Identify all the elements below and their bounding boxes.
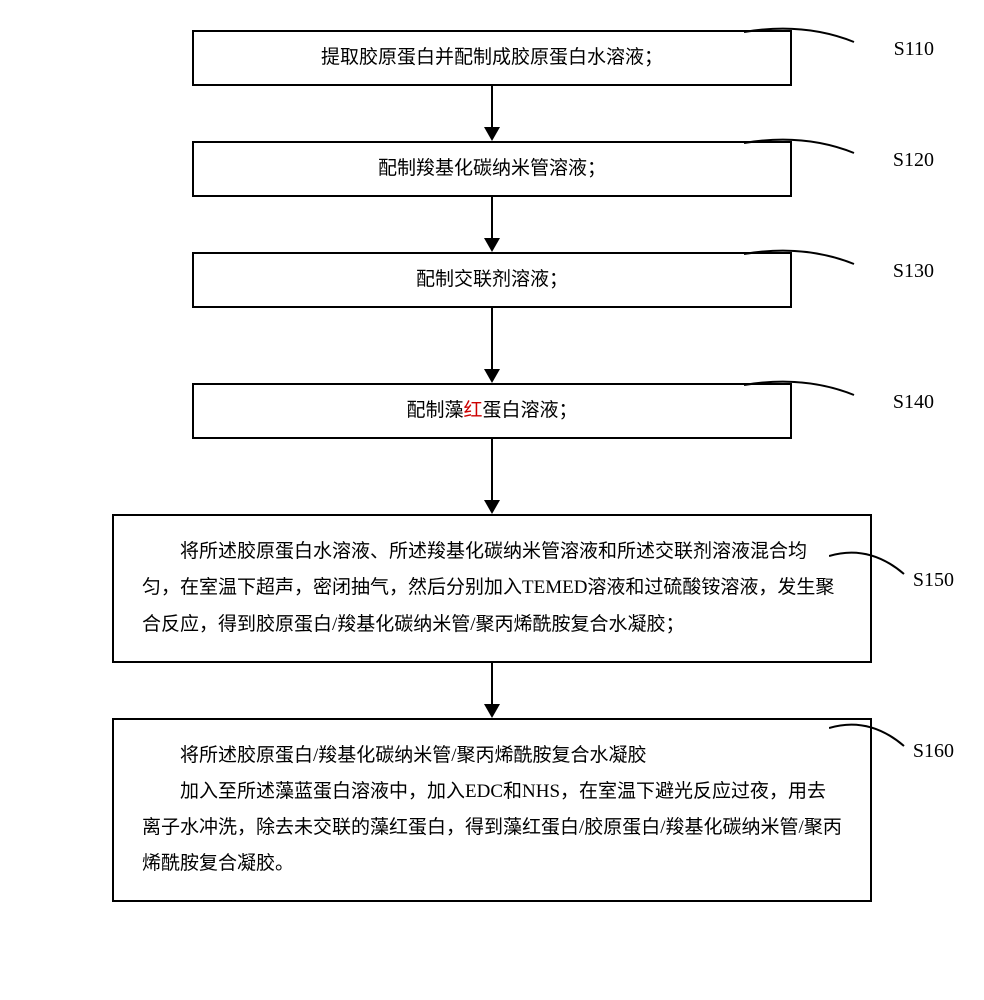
step-text-suffix: 蛋白溶液； xyxy=(483,400,578,421)
arrow-s120-s130 xyxy=(484,197,500,252)
step-label-s160: S160 xyxy=(913,740,954,763)
arrow-s110-s120 xyxy=(484,86,500,141)
step-text-highlight: 红 xyxy=(463,400,482,421)
step-label-s130: S130 xyxy=(893,260,934,283)
step-text: 配制羧基化碳纳米管溶液； xyxy=(378,158,606,179)
arrow-s140-s150 xyxy=(484,439,500,514)
step-text-line1: 将所述胶原蛋白/羧基化碳纳米管/聚丙烯酰胺复合水凝胶 xyxy=(180,745,647,766)
step-box-s160: 将所述胶原蛋白/羧基化碳纳米管/聚丙烯酰胺复合水凝胶 加入至所述藻蓝蛋白溶液中，… xyxy=(112,718,872,902)
step-text-line2: 加入至所述藻蓝蛋白溶液中，加入EDC和NHS，在室温下避光反应过夜，用去离子水冲… xyxy=(142,781,842,874)
step-box-s120: 配制羧基化碳纳米管溶液； xyxy=(192,141,792,197)
step-text: 提取胶原蛋白并配制成胶原蛋白水溶液； xyxy=(321,47,663,68)
step-text-prefix: 配制藻 xyxy=(406,400,463,421)
arrow-s150-s160 xyxy=(484,663,500,718)
step-row-s140: 配制藻红蛋白溶液； S140 xyxy=(20,383,964,439)
arrow-s130-s140 xyxy=(484,308,500,383)
step-label-s110: S110 xyxy=(894,38,934,61)
step-row-s160: 将所述胶原蛋白/羧基化碳纳米管/聚丙烯酰胺复合水凝胶 加入至所述藻蓝蛋白溶液中，… xyxy=(20,718,964,902)
step-row-s150: 将所述胶原蛋白水溶液、所述羧基化碳纳米管溶液和所述交联剂溶液混合均匀，在室温下超… xyxy=(20,514,964,662)
flowchart-container: 提取胶原蛋白并配制成胶原蛋白水溶液； S110 配制羧基化碳纳米管溶液； S12… xyxy=(20,30,964,902)
step-box-s130: 配制交联剂溶液； xyxy=(192,252,792,308)
step-row-s120: 配制羧基化碳纳米管溶液； S120 xyxy=(20,141,964,197)
step-label-s150: S150 xyxy=(913,569,954,592)
step-row-s130: 配制交联剂溶液； S130 xyxy=(20,252,964,308)
step-label-s120: S120 xyxy=(893,149,934,172)
step-row-s110: 提取胶原蛋白并配制成胶原蛋白水溶液； S110 xyxy=(20,30,964,86)
step-box-s140: 配制藻红蛋白溶液； xyxy=(192,383,792,439)
step-label-s140: S140 xyxy=(893,391,934,414)
step-box-s110: 提取胶原蛋白并配制成胶原蛋白水溶液； xyxy=(192,30,792,86)
step-text: 将所述胶原蛋白水溶液、所述羧基化碳纳米管溶液和所述交联剂溶液混合均匀，在室温下超… xyxy=(142,541,834,634)
step-text: 配制交联剂溶液； xyxy=(416,269,568,290)
step-box-s150: 将所述胶原蛋白水溶液、所述羧基化碳纳米管溶液和所述交联剂溶液混合均匀，在室温下超… xyxy=(112,514,872,662)
